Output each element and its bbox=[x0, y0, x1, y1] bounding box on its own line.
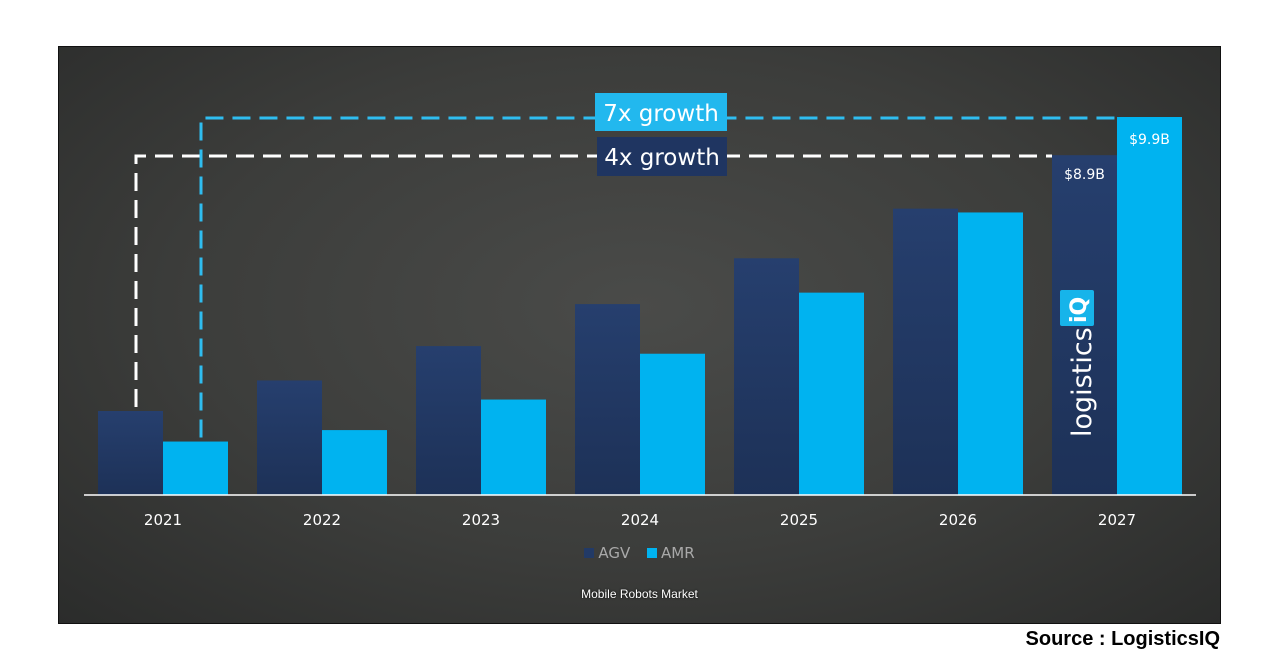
amr-growth-line bbox=[199, 116, 1117, 438]
bar-amr-2025 bbox=[799, 292, 864, 495]
x-tick-label: 2025 bbox=[780, 511, 818, 529]
legend-swatch-amr bbox=[647, 548, 658, 558]
amr-growth-badge bbox=[595, 93, 727, 131]
chart-panel: $8.9B $9.9B 2021 2022 2023 2024 2025 2026 2027 … bbox=[58, 46, 1221, 624]
bar-amr-2022 bbox=[322, 430, 387, 495]
x-tick-label: 2024 bbox=[621, 511, 659, 529]
chart-title: Mobile Robots Market bbox=[581, 587, 698, 601]
bar-agv-2022 bbox=[257, 380, 322, 495]
source-credit: Source : LogisticsIQ bbox=[1025, 628, 1220, 650]
data-label-agv-2027: $8.9B bbox=[1064, 167, 1105, 183]
bar-agv-2021 bbox=[98, 411, 163, 495]
logo-text: logistics bbox=[1067, 327, 1098, 437]
bar-amr-2024 bbox=[640, 353, 705, 495]
bar-chart: $8.9B$9.9B 2021 2022 2023 2024 2025 2026 2027 … bbox=[84, 93, 1196, 529]
legend-item-amr: AMR bbox=[647, 544, 695, 562]
logo-badge-text: iQ bbox=[1067, 297, 1092, 323]
bar-amr-2023 bbox=[481, 399, 546, 495]
agv-growth-line bbox=[134, 154, 1052, 407]
x-tick-label: 2021 bbox=[144, 511, 182, 529]
bar-agv-2024 bbox=[575, 304, 640, 495]
legend-label-amr: AMR bbox=[661, 544, 695, 562]
data-label-amr-2027: $9.9B bbox=[1129, 132, 1170, 148]
x-tick-label: 2022 bbox=[303, 511, 341, 529]
x-tick-label: 2027 bbox=[1098, 511, 1136, 529]
agv-growth-badge bbox=[597, 137, 727, 176]
bar-amr-2026 bbox=[958, 212, 1023, 496]
bar-agv-2025 bbox=[734, 258, 799, 495]
logo-badge bbox=[1060, 290, 1094, 326]
legend-label-agv: AGV bbox=[598, 544, 631, 562]
logisticsiq-logo: logistics iQ bbox=[1060, 290, 1098, 437]
legend-swatch-agv bbox=[584, 548, 595, 558]
legend: AGV AMR bbox=[59, 544, 1220, 562]
amr-growth-label: 7x growth bbox=[603, 101, 719, 127]
bar-amr-2021 bbox=[163, 441, 228, 495]
x-tick-label: 2026 bbox=[939, 511, 977, 529]
bar-agv-2026 bbox=[893, 208, 958, 496]
bar-agv-2023 bbox=[416, 346, 481, 495]
x-tick-label: 2023 bbox=[462, 511, 500, 529]
bar-amr-2027 bbox=[1117, 117, 1182, 495]
legend-item-agv: AGV bbox=[584, 544, 630, 562]
agv-growth-label: 4x growth bbox=[604, 145, 720, 171]
